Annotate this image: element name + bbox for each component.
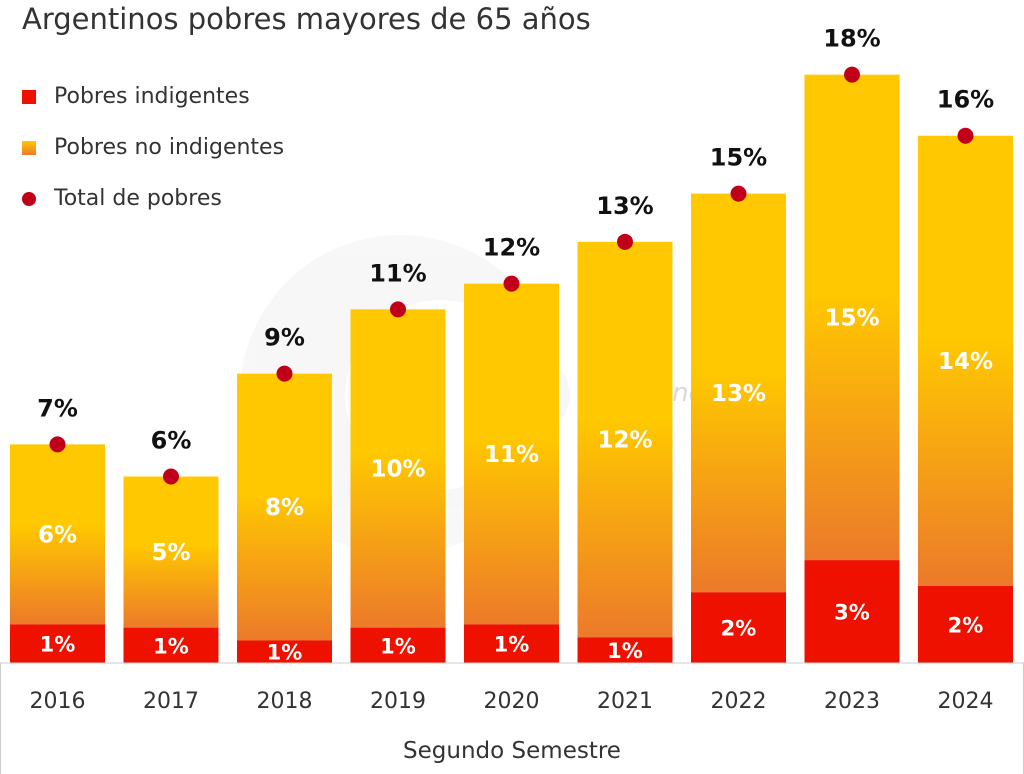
total-point [49,436,66,453]
bar-no-indigentes [804,74,900,561]
total-point [276,365,293,382]
bar-indigentes [918,585,1013,663]
data-label-no-indigentes: 6% [38,522,77,548]
data-label-indigentes: 2% [948,613,984,637]
data-label-no-indigentes: 13% [711,381,766,407]
data-label-indigentes: 1% [607,639,643,663]
total-point [617,233,633,250]
legend-label-indigentes: Pobres indigentes [54,84,250,109]
data-label-indigentes: 1% [153,634,189,658]
legend-label-no-indigentes: Pobres no indigentes [54,135,285,160]
bar-indigentes [691,592,786,663]
data-label-no-indigentes: 10% [370,456,425,482]
total-point [503,275,520,292]
x-axis-label: Segundo Semestre [403,738,621,764]
data-label-indigentes: 1% [380,634,416,658]
data-label-no-indigentes: 14% [938,349,993,375]
bar-no-indigentes [10,444,105,625]
bar-indigentes [464,624,559,663]
data-label-total: 6% [151,427,192,455]
data-label-total: 13% [596,192,653,220]
bar-no-indigentes [123,476,219,628]
bar-indigentes [804,560,900,663]
x-tick-label: 2020 [484,689,540,714]
total-point [163,468,179,485]
bar-indigentes [10,624,105,663]
legend-swatch-no-indigentes [22,140,36,155]
data-label-indigentes: 3% [834,601,870,625]
total-point [730,185,747,202]
bar-no-indigentes [577,241,673,638]
x-tick-label: 2024 [938,689,994,714]
chart-title: Argentinos pobres mayores de 65 años [22,2,591,36]
data-label-indigentes: 1% [494,633,530,657]
bar-no-indigentes [237,373,332,641]
legend-label-total: Total de pobres [54,186,222,211]
data-label-indigentes: 2% [721,617,757,641]
legend-dot-total [22,191,36,206]
data-label-total: 15% [710,144,767,172]
bar-no-indigentes [350,309,446,628]
legend-item-no-indigentes: Pobres no indigentes [22,135,284,160]
total-point [390,301,406,318]
x-tick-label: 2018 [257,689,313,714]
data-label-no-indigentes: 15% [824,305,879,331]
data-label-indigentes: 1% [40,633,76,657]
data-label-total: 9% [264,324,305,352]
x-tick-label: 2022 [711,689,767,714]
bar-no-indigentes [464,283,559,625]
data-label-indigentes: 1% [267,641,303,665]
data-label-total: 18% [823,25,880,53]
bar-indigentes [577,637,673,663]
bar-indigentes [237,640,332,663]
bar-no-indigentes [918,135,1013,586]
total-point [957,127,974,144]
data-label-no-indigentes: 12% [597,428,652,454]
data-label-no-indigentes: 8% [265,495,304,521]
legend-item-indigentes: Pobres indigentes [22,84,250,109]
legend-item-total: Total de pobres [22,186,222,211]
x-tick-label: 2023 [824,689,880,714]
data-label-total: 12% [483,234,540,262]
bar-indigentes [123,627,219,663]
total-point [844,66,860,83]
data-label-no-indigentes: 11% [484,442,539,468]
data-label-no-indigentes: 5% [151,540,190,566]
x-tick-label: 2016 [30,689,86,714]
data-label-total: 11% [369,259,426,287]
bar-indigentes [350,627,446,663]
data-label-total: 7% [37,394,78,422]
bar-no-indigentes [691,193,786,593]
data-label-total: 16% [937,86,994,114]
x-tick-label: 2019 [370,689,426,714]
x-tick-label: 2017 [143,689,199,714]
x-tick-label: 2021 [597,689,653,714]
legend-swatch-indigentes [22,89,36,104]
